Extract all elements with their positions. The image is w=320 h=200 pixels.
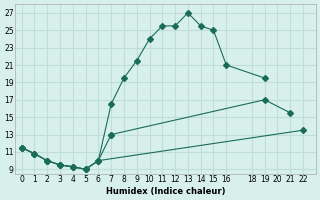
X-axis label: Humidex (Indice chaleur): Humidex (Indice chaleur) (106, 187, 225, 196)
